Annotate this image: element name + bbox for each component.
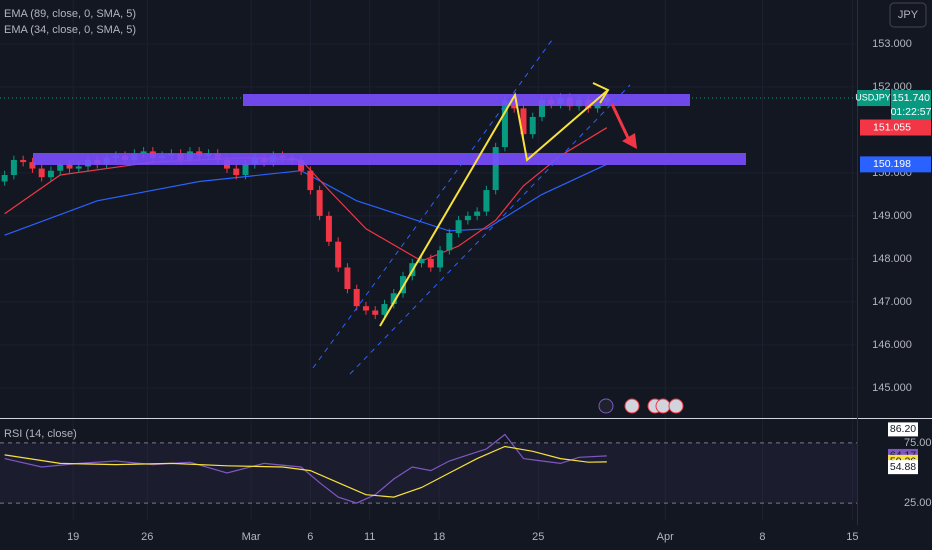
candle-body (372, 310, 379, 315)
x-tick-label: 6 (307, 531, 313, 543)
legend-entry: EMA (89, close, 0, SMA, 5) (4, 8, 136, 20)
candle-body (47, 170, 54, 178)
price-tag (891, 90, 931, 121)
candle-body (446, 233, 453, 251)
price-tag-label: 151.055 (873, 121, 911, 133)
candle-body (492, 147, 499, 191)
symbol-tag (857, 90, 890, 107)
candle-body (325, 215, 332, 242)
value-tag-label: 54.88 (890, 461, 916, 473)
channel-line (349, 84, 631, 375)
candle-body (501, 99, 508, 148)
indicator-line (4, 127, 608, 262)
event-icon[interactable] (598, 398, 614, 414)
value-tag (888, 460, 918, 475)
candle-body (20, 159, 27, 163)
candle-body (344, 267, 351, 289)
candle-body (57, 164, 64, 171)
y-tick-label: 152.000 (872, 81, 912, 93)
candle-body (464, 215, 471, 221)
price-tag (860, 119, 931, 136)
candle-body (538, 99, 545, 117)
event-icon[interactable] (655, 398, 671, 414)
resistance-zone (243, 94, 690, 106)
wave-line (379, 89, 609, 327)
candle-body (381, 304, 388, 315)
candle-body (29, 162, 36, 169)
currency-button[interactable] (889, 2, 927, 28)
legend-entry: EMA (34, close, 0, SMA, 5) (4, 24, 136, 36)
indicator-line (4, 433, 607, 504)
candle-body (75, 166, 82, 169)
candle-body (362, 306, 369, 311)
candle-body (520, 108, 527, 135)
down-arrow-head (622, 133, 637, 149)
x-tick-label: 11 (364, 531, 375, 543)
price-tag-label: 150.198 (873, 158, 911, 170)
y-tick-label: 145.000 (872, 382, 912, 394)
candle-body (10, 159, 17, 176)
rsi-title: RSI (14, close) (4, 428, 77, 440)
support-zone (33, 153, 746, 165)
x-tick-label: 18 (433, 531, 445, 543)
candle-body (390, 293, 397, 305)
candle-body (455, 220, 462, 234)
candle-body (38, 168, 45, 178)
x-tick-label: 15 (846, 531, 858, 543)
x-tick-label: 25 (532, 531, 544, 543)
drawings (33, 39, 746, 414)
y-tick-label: 148.000 (872, 253, 912, 265)
event-icon[interactable] (624, 398, 640, 414)
candle-body (418, 258, 425, 264)
y-tick-label: 149.000 (872, 210, 912, 222)
candle-body (437, 250, 444, 268)
arrow-head (592, 82, 610, 104)
candle-body (298, 159, 305, 171)
y-tick-label: 146.000 (872, 339, 912, 351)
rsi-tick-label: 75.00 (904, 437, 932, 449)
indicator-line (4, 445, 607, 498)
countdown: 01:22:57 (891, 106, 932, 118)
x-tick-label: 26 (141, 531, 153, 543)
symbol-label: USDJPY (855, 92, 891, 102)
candle-body (1, 175, 8, 182)
candle-body (427, 258, 434, 268)
candle-body (474, 211, 481, 216)
x-tick-label: 19 (67, 531, 79, 543)
price-tag (860, 156, 931, 173)
candle-body (353, 288, 360, 307)
candle-body (140, 151, 147, 154)
value-tag (888, 422, 918, 437)
candle-body (316, 190, 323, 216)
rsi-band (0, 442, 857, 504)
channel-line (312, 39, 553, 369)
x-tick-label: Apr (657, 531, 674, 543)
value-tag-label: 86.20 (890, 423, 916, 435)
down-arrow (610, 103, 631, 141)
candle-body (233, 168, 240, 176)
x-tick-label: Mar (242, 531, 261, 543)
indicator-line (4, 163, 608, 236)
rsi-tick-label: 25.00 (904, 497, 932, 509)
y-tick-label: 153.000 (872, 38, 912, 50)
price-tag-label: 151.740 (892, 92, 930, 104)
candle-body (483, 190, 490, 212)
x-tick-label: 8 (759, 531, 765, 543)
candle-body (307, 170, 314, 191)
y-tick-label: 147.000 (872, 296, 912, 308)
event-icon[interactable] (668, 398, 684, 414)
candle-body (242, 164, 249, 176)
candle-body (66, 164, 73, 169)
candle-body (335, 241, 342, 268)
currency-label: JPY (898, 9, 919, 21)
candle-body (529, 116, 536, 135)
